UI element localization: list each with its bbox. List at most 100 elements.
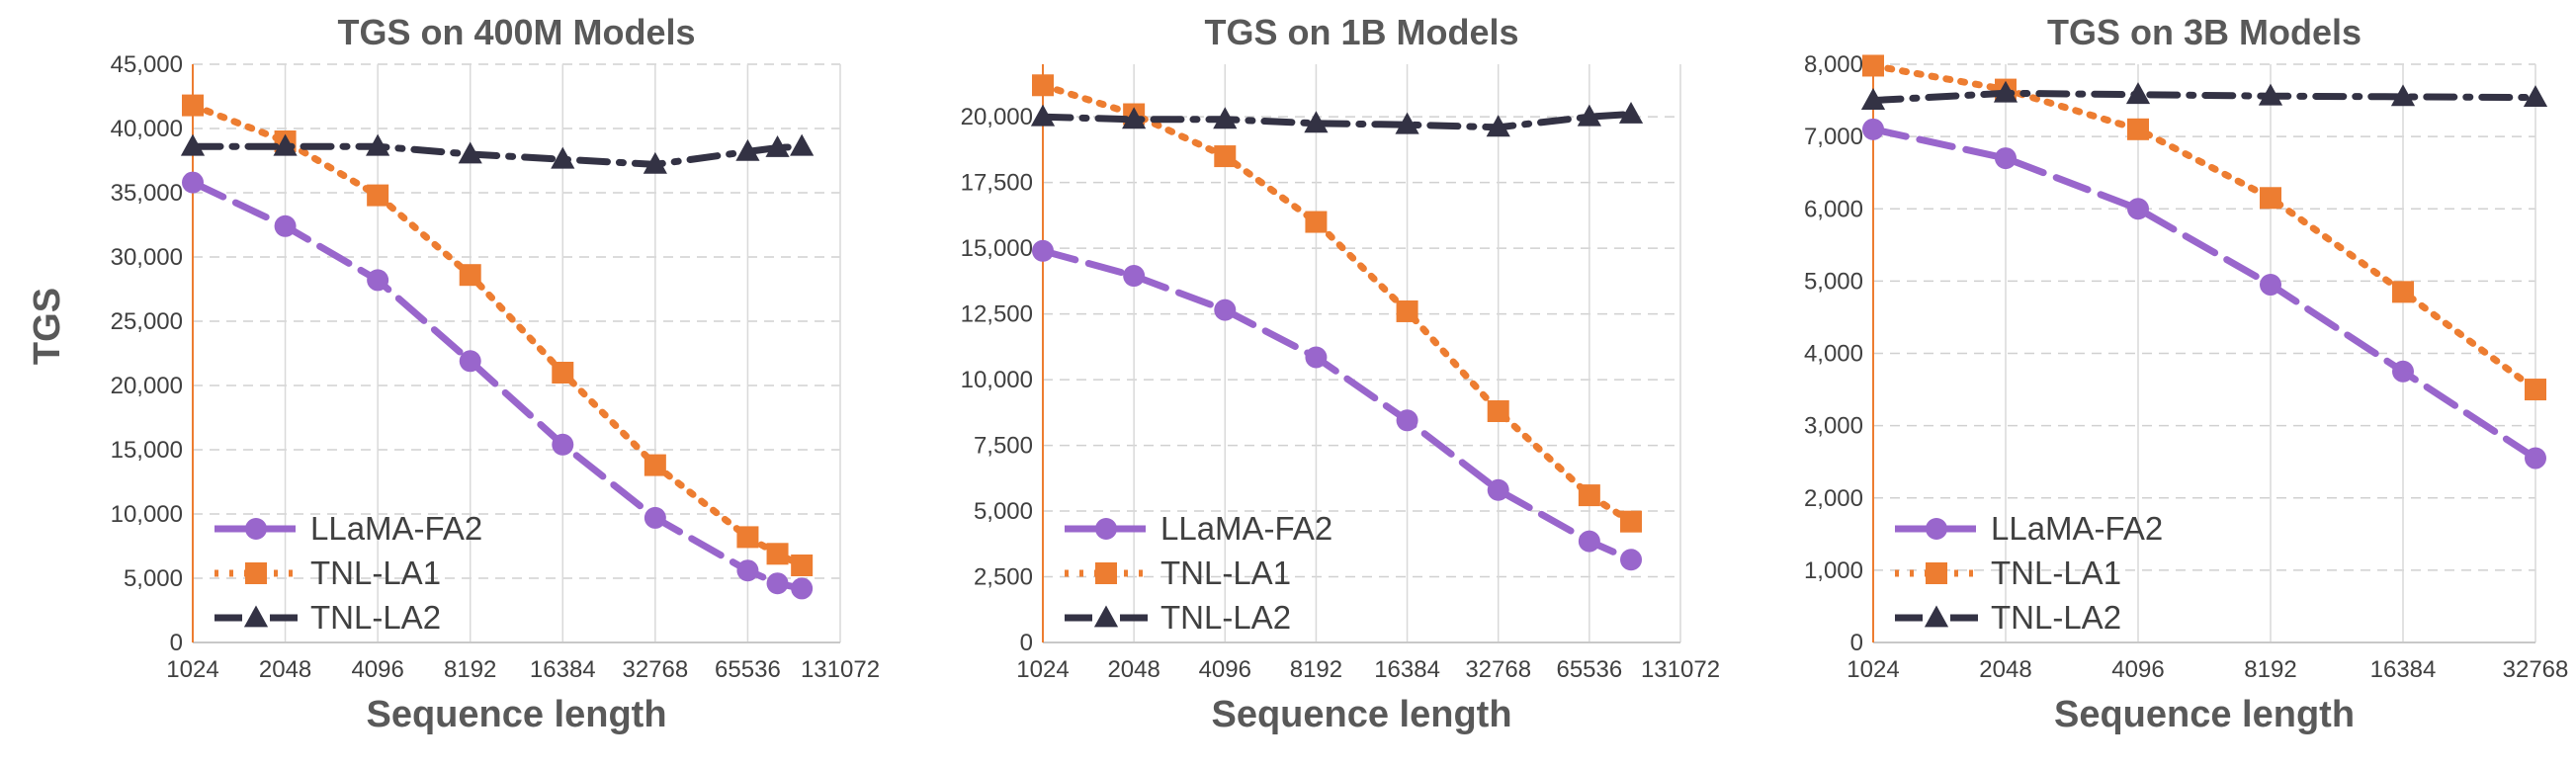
data-point-marker [458,141,482,164]
y-tick-label: 25,000 [111,308,183,335]
x-tick-label: 16384 [1374,656,1440,683]
y-tick-label: 10,000 [111,501,183,528]
x-tick-label: 131072 [1641,656,1720,683]
y-tick-label: 45,000 [111,51,183,78]
data-point-marker [367,184,389,207]
y-tick-label: 4,000 [1804,341,1863,368]
y-tick-label: 20,000 [961,104,1033,130]
data-point-marker [736,526,759,549]
data-point-marker [182,94,204,117]
x-tick-label: 65536 [1556,656,1622,683]
y-tick-label: 0 [1020,630,1033,656]
x-tick-label: 2048 [1979,656,2031,683]
data-point-marker [2258,83,2283,106]
data-point-marker [644,454,666,476]
data-point-marker [1030,104,1056,127]
y-tick-label: 7,500 [974,433,1033,460]
y-tick-label: 3,000 [1804,413,1863,440]
data-point-marker [1304,111,1329,133]
data-point-marker [2392,281,2414,303]
series-tnl-la2 [1860,80,2548,110]
x-tick-label: 4096 [351,656,403,683]
data-point-marker [1122,107,1147,129]
y-tick-label: 20,000 [111,373,183,399]
series-line [1039,111,1635,131]
x-axis-label: Sequence length [1211,694,1511,735]
data-point-marker [791,555,814,576]
figure-y-axis-label: TGS [27,288,68,365]
data-point-marker [791,577,814,600]
series-llama-fa2 [1032,239,1643,571]
y-tick-label: 1,000 [1804,557,1863,584]
data-point-marker [1123,265,1146,288]
x-tick-label: 32768 [622,656,688,683]
data-point-marker [2525,447,2546,470]
series-line [189,102,806,569]
y-tick-label: 40,000 [111,116,183,142]
data-point-marker [1862,54,1884,77]
y-tick-label: 10,000 [961,367,1033,393]
data-point-marker [765,134,790,157]
x-axis-label: Sequence length [366,694,666,735]
series-line [1869,62,2539,393]
legend-label: LLaMA-FA2 [310,510,482,547]
data-point-marker [766,543,789,565]
data-point-marker [2392,360,2414,383]
data-point-marker [1620,510,1643,533]
data-point-marker [1487,478,1509,501]
data-point-marker [1213,107,1238,129]
data-point-marker [1396,299,1418,322]
y-tick-label: 15,000 [111,437,183,464]
legend-label: TNL-LA1 [1991,555,2121,591]
data-point-marker [1305,346,1328,369]
data-point-marker [367,269,389,292]
data-point-marker [1032,239,1054,262]
data-point-marker [1620,549,1643,571]
data-point-marker [1487,400,1509,422]
data-point-marker [2125,82,2151,105]
data-point-marker [644,506,666,529]
series-line [1869,89,2539,105]
y-tick-label: 2,500 [974,564,1033,591]
y-tick-label: 12,500 [961,301,1033,328]
data-point-marker [273,133,298,156]
data-point-marker [1396,409,1418,432]
y-tick-label: 2,000 [1804,485,1863,512]
chart-title: TGS on 3B Models [2047,12,2361,52]
x-tick-label: 16384 [2370,656,2437,683]
x-tick-label: 32768 [2503,656,2569,683]
legend-label: TNL-LA2 [1991,599,2121,636]
legend-label: TNL-LA2 [310,599,441,636]
data-point-marker [1862,118,1884,140]
data-point-marker [459,264,481,287]
legend-swatch-marker [1095,518,1117,540]
x-tick-label: 4096 [1199,656,1251,683]
series-llama-fa2 [1862,118,2546,470]
series-line [1039,81,1635,526]
data-point-marker [1578,484,1600,507]
y-tick-label: 17,500 [961,170,1033,197]
data-point-marker [766,572,789,595]
series-tnl-la1 [182,94,814,576]
chart-panel-3: TGS on 3B Models 0 1,000 2,000 3,000 4,000 5,0… [1804,12,2568,735]
legend: LLaMA-FA2 TNL-LA1 TNL-LA2 [1065,510,1332,636]
data-point-marker [182,171,204,194]
legend-swatch-marker [1093,605,1119,628]
data-point-marker [790,133,815,156]
x-tick-label: 1024 [1016,656,1069,683]
data-point-marker [459,350,481,373]
data-point-marker [2127,198,2149,220]
series-tnl-la2 [1030,101,1644,137]
x-tick-label: 1024 [1846,656,1899,683]
x-tick-label: 2048 [259,656,311,683]
data-point-marker [643,151,667,174]
x-tick-label: 131072 [801,656,880,683]
y-tick-label: 6,000 [1804,196,1863,222]
y-tick-label: 35,000 [111,180,183,207]
legend-swatch-marker [245,562,267,584]
x-tick-label: 8192 [1290,656,1342,683]
series-line [1869,126,2539,462]
legend-label: LLaMA-FA2 [1991,510,2163,547]
x-tick-label: 4096 [2111,656,2164,683]
